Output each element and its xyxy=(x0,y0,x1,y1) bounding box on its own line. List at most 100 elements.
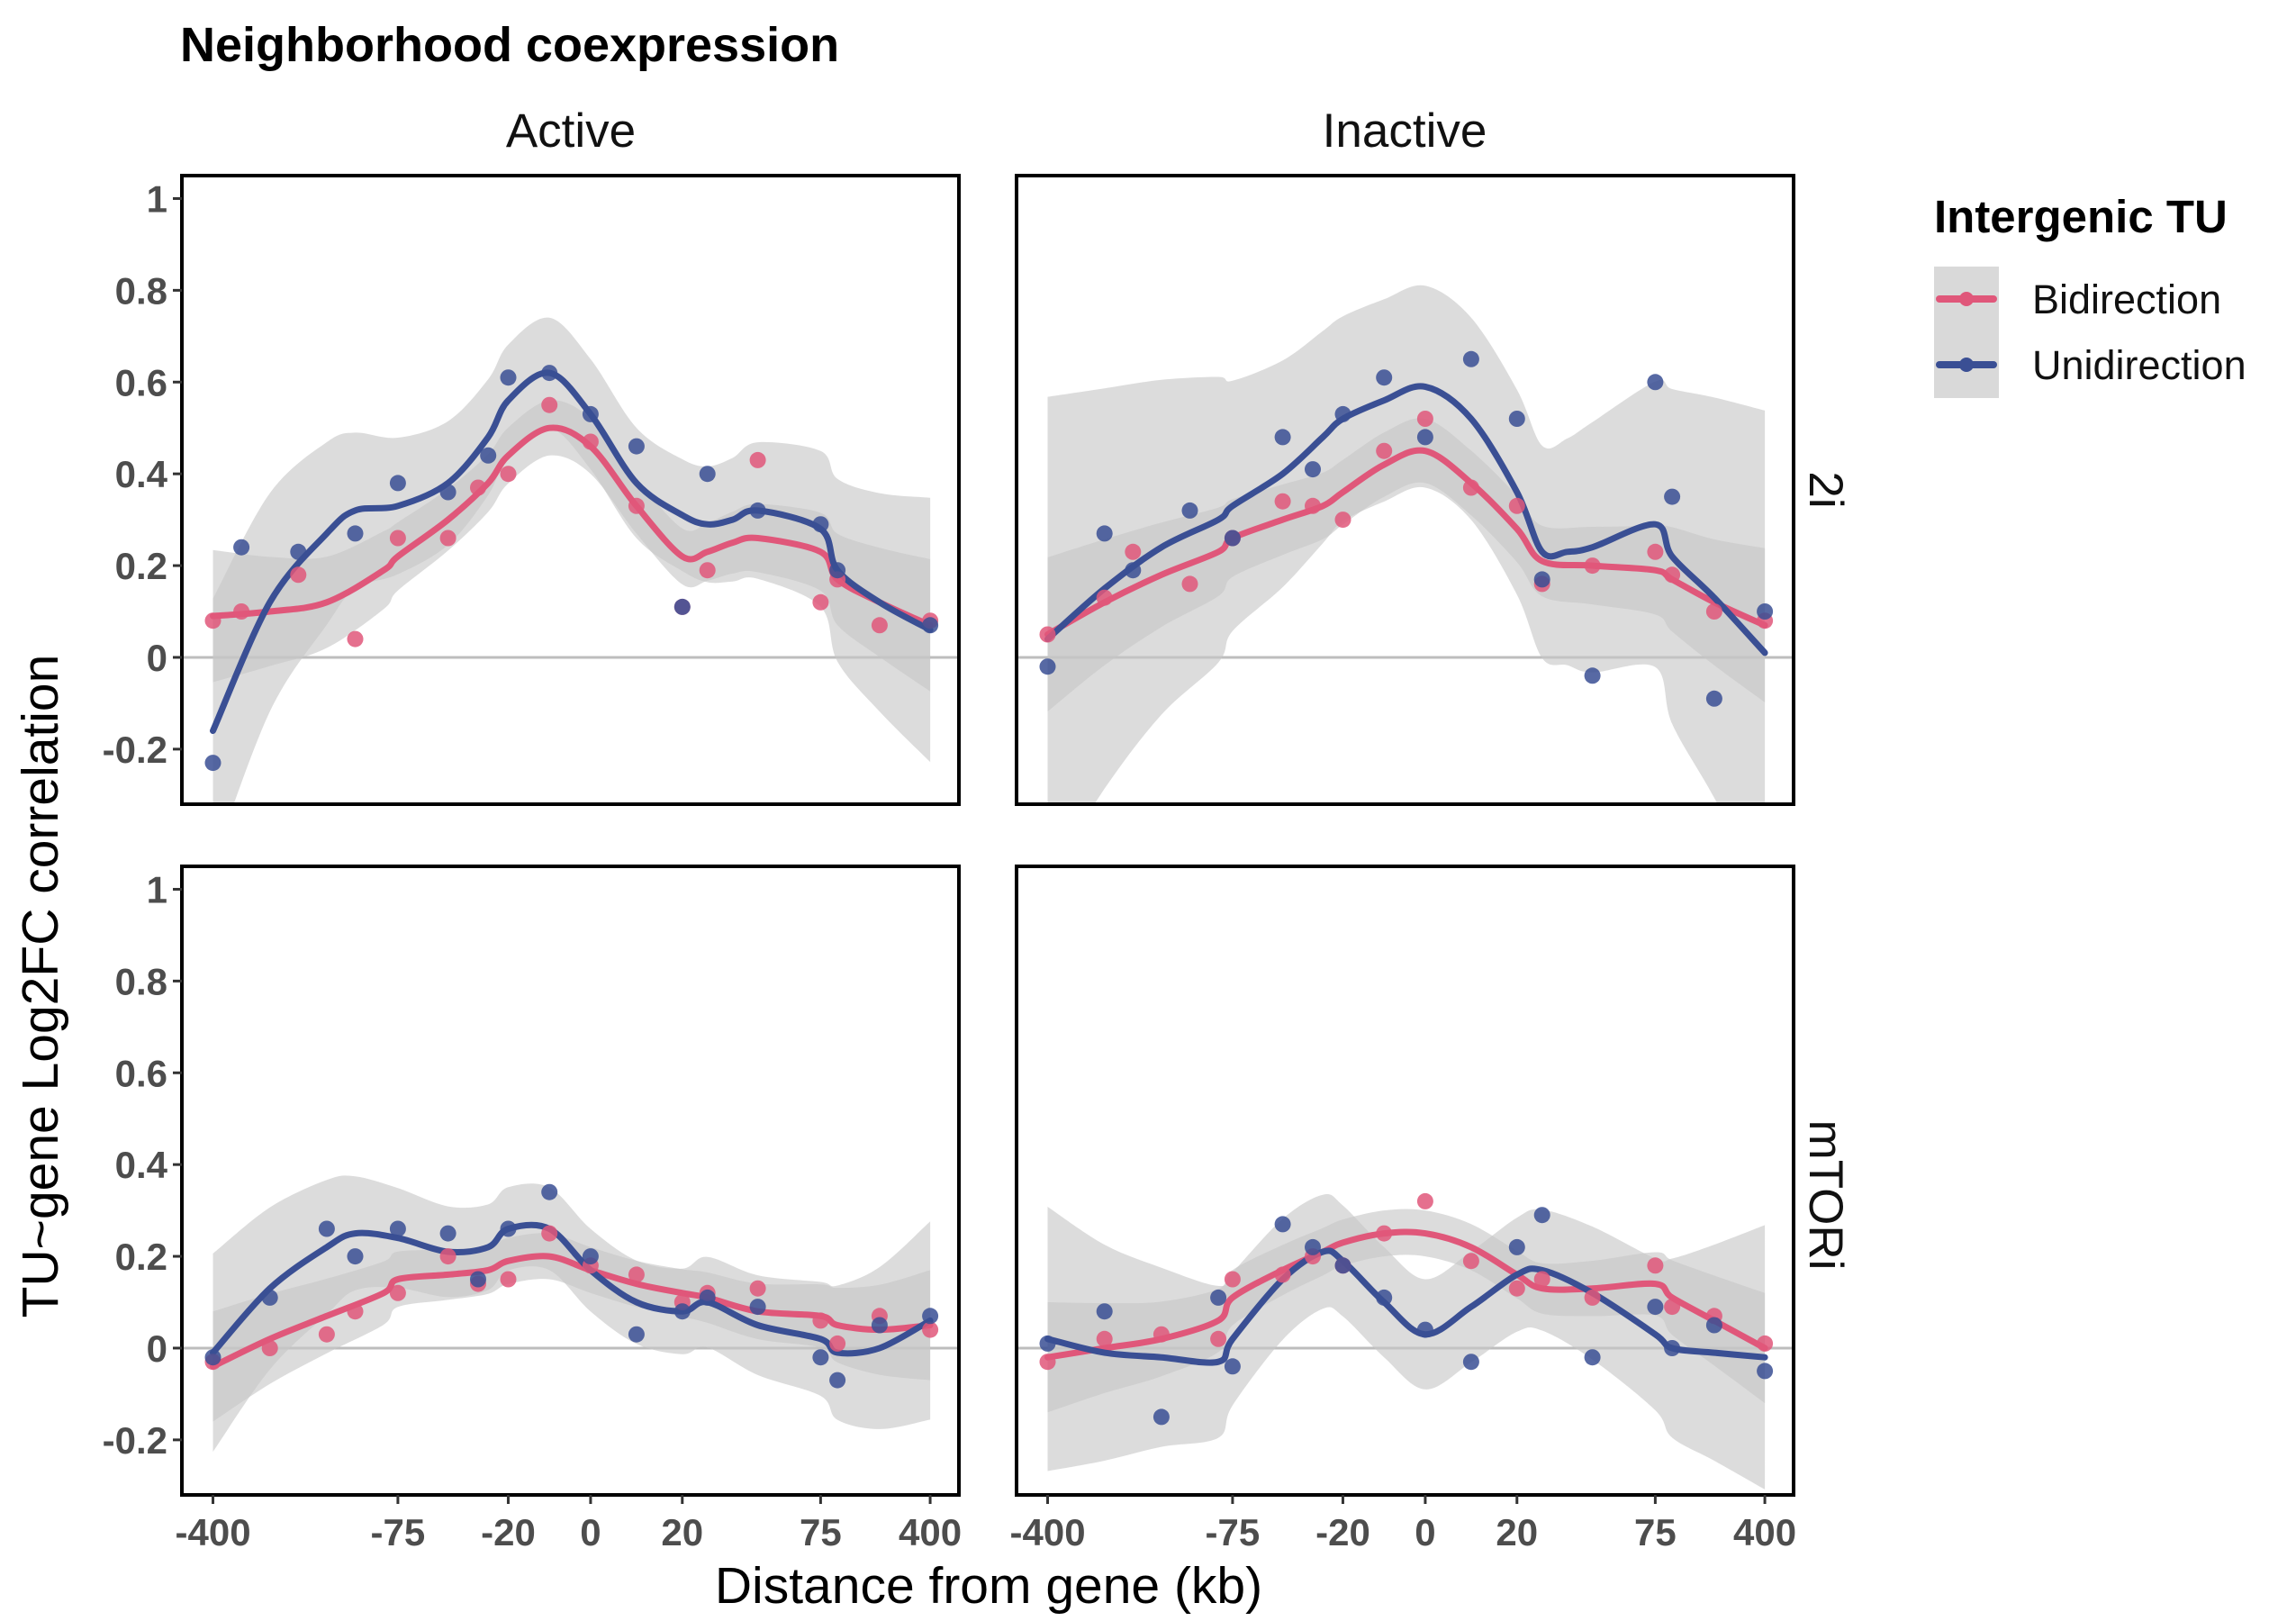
point-bidirection xyxy=(500,466,517,483)
x-tick-label: -20 xyxy=(1315,1511,1370,1553)
point-unidirection xyxy=(922,1308,939,1325)
panel-border xyxy=(1015,865,1795,1497)
point-unidirection xyxy=(204,1349,221,1366)
panel-active-2i xyxy=(180,174,961,806)
point-unidirection xyxy=(439,484,456,501)
point-unidirection xyxy=(1334,1257,1351,1274)
x-tick-label: -400 xyxy=(175,1511,250,1553)
point-bidirection xyxy=(439,530,456,547)
point-unidirection xyxy=(1039,658,1056,675)
point-bidirection xyxy=(500,1271,517,1288)
x-axis-title: Distance from gene (kb) xyxy=(715,1557,1262,1615)
point-unidirection xyxy=(261,1289,278,1306)
legend-label-bidirection: Bidirection xyxy=(2032,276,2221,322)
point-unidirection xyxy=(1664,1340,1681,1356)
x-tick-label: 20 xyxy=(1496,1511,1538,1553)
point-unidirection xyxy=(1462,350,1479,367)
point-unidirection xyxy=(389,1220,406,1237)
fit-line-bidirection xyxy=(1044,447,1768,638)
panel-plot-area xyxy=(1017,866,1794,1495)
strip-label-inactive: Inactive xyxy=(1323,104,1487,158)
point-unidirection xyxy=(500,369,517,386)
y-tick-label: 0 xyxy=(147,637,167,679)
x-tick-label: -75 xyxy=(371,1511,426,1553)
fit-line-unidirection xyxy=(210,1221,934,1357)
point-unidirection xyxy=(439,1225,456,1242)
point-unidirection xyxy=(1376,369,1393,386)
point-bidirection xyxy=(1664,566,1681,584)
point-unidirection xyxy=(1125,562,1142,579)
point-bidirection xyxy=(1096,589,1113,606)
point-unidirection xyxy=(829,1372,846,1389)
legend-key-unidirection-dot xyxy=(1959,358,1974,372)
ticks-layer: 1 0.8 0.6 0.4 0.2 0 -0.2 1 0.8 0.6 0.4 0.2 0 -0.2 -400… xyxy=(103,177,1796,1553)
legend: Intergenic TU Bidirection Unidirection xyxy=(1934,191,2246,398)
point-unidirection xyxy=(1664,488,1681,505)
point-unidirection xyxy=(389,475,406,492)
point-bidirection xyxy=(389,1284,406,1301)
point-bidirection xyxy=(1039,626,1056,643)
point-unidirection xyxy=(1416,429,1433,446)
confidence-band-unidirection xyxy=(212,317,931,804)
y-tick-label: 0.2 xyxy=(115,1236,167,1278)
point-unidirection xyxy=(582,1248,599,1265)
legend-title: Intergenic TU xyxy=(1934,191,2228,242)
point-unidirection xyxy=(812,516,829,533)
fit-line-bidirection xyxy=(1044,1228,1768,1361)
point-bidirection xyxy=(1153,1326,1170,1343)
point-bidirection xyxy=(347,630,364,647)
point-unidirection xyxy=(1705,1317,1722,1334)
point-bidirection xyxy=(1664,1299,1681,1316)
point-bidirection xyxy=(1584,1289,1601,1306)
point-bidirection xyxy=(628,1266,645,1283)
point-bidirection xyxy=(1274,1266,1291,1283)
point-unidirection xyxy=(1647,1299,1664,1316)
point-unidirection xyxy=(1039,1335,1056,1352)
panel-border xyxy=(180,865,961,1497)
x-tick-label: 400 xyxy=(1733,1511,1796,1553)
point-bidirection xyxy=(749,1280,766,1297)
point-bidirection xyxy=(318,1326,335,1343)
point-bidirection xyxy=(922,1321,939,1338)
point-bidirection xyxy=(1462,1253,1479,1270)
fit-line-unidirection xyxy=(1044,1247,1768,1366)
point-unidirection xyxy=(1210,1289,1227,1306)
point-bidirection xyxy=(1224,1271,1241,1288)
x-tick-label: 75 xyxy=(1634,1511,1677,1553)
x-tick-label: 0 xyxy=(580,1511,601,1553)
point-unidirection xyxy=(1533,1207,1550,1224)
y-tick-label: 0.6 xyxy=(115,361,167,403)
point-unidirection xyxy=(1462,1354,1479,1371)
point-unidirection xyxy=(470,1271,486,1288)
legend-label-unidirection: Unidirection xyxy=(2032,342,2246,388)
point-bidirection xyxy=(389,530,406,547)
point-bidirection xyxy=(582,433,599,450)
point-unidirection xyxy=(1584,667,1601,684)
panel-inactive-mtori xyxy=(1015,865,1795,1497)
x-tick-label: -400 xyxy=(1009,1511,1085,1553)
point-unidirection xyxy=(1757,603,1774,620)
point-bidirection xyxy=(1416,411,1433,427)
point-bidirection xyxy=(1096,1330,1113,1347)
point-unidirection xyxy=(1274,429,1291,446)
point-bidirection xyxy=(1533,1271,1550,1288)
x-tick-label: 20 xyxy=(661,1511,703,1553)
strip-label-active: Active xyxy=(506,104,636,158)
point-unidirection xyxy=(1508,411,1525,427)
point-unidirection xyxy=(318,1220,335,1237)
y-tick-label: 0.6 xyxy=(115,1052,167,1094)
y-tick-label: 1 xyxy=(147,177,167,220)
point-bidirection xyxy=(812,1312,829,1329)
point-bidirection xyxy=(1416,1192,1433,1209)
point-unidirection xyxy=(347,525,364,542)
point-unidirection xyxy=(829,562,846,579)
point-unidirection xyxy=(1305,1238,1321,1255)
point-bidirection xyxy=(1584,557,1601,575)
point-bidirection xyxy=(1376,442,1393,459)
point-bidirection xyxy=(261,1340,278,1356)
point-unidirection xyxy=(541,1183,558,1200)
y-tick-label: -0.2 xyxy=(103,1419,167,1462)
point-unidirection xyxy=(1096,1303,1113,1320)
point-bidirection xyxy=(439,1248,456,1265)
y-tick-label: 0.4 xyxy=(115,1144,168,1186)
